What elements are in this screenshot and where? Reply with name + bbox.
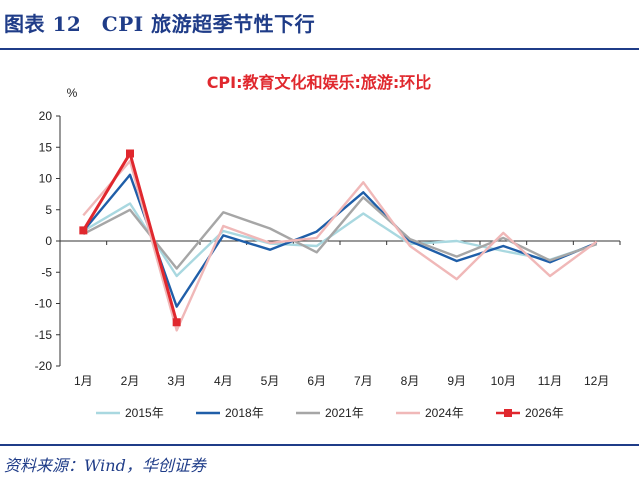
legend-label: 2026年 — [525, 406, 564, 420]
line-chart: CPI:教育文化和娱乐:旅游:环比 % 20 15 10 5 0 -5 -10 -15 -20 1… — [35, 73, 621, 420]
legend-label: 2015年 — [125, 406, 164, 420]
header-rule — [0, 48, 639, 50]
legend-label: 2021年 — [325, 406, 364, 420]
series-2026年 — [79, 149, 181, 327]
series-line — [82, 159, 598, 332]
legend-item: 2021年 — [296, 406, 364, 420]
x-tick-label: 9月 — [447, 374, 466, 388]
y-axis-unit: % — [67, 86, 78, 100]
data-point-marker — [172, 318, 181, 327]
x-tick-label: 10月 — [491, 374, 516, 388]
legend-label: 2018年 — [225, 406, 264, 420]
footer-rule — [0, 444, 639, 446]
y-tick-label: -10 — [35, 297, 53, 311]
y-tick-label: -15 — [35, 328, 53, 342]
x-tick-label: 7月 — [354, 374, 373, 388]
y-tick-label: 5 — [45, 203, 52, 217]
legend-item: 2026年 — [496, 406, 564, 420]
chart-title: CPI:教育文化和娱乐:旅游:环比 — [207, 73, 432, 92]
legend-label: 2024年 — [425, 406, 464, 420]
legend-item: 2015年 — [96, 406, 164, 420]
legend-item: 2018年 — [196, 406, 264, 420]
x-tick-label: 4月 — [214, 374, 233, 388]
x-tick-label: 11月 — [538, 374, 562, 388]
x-tick-label: 1月 — [74, 374, 93, 388]
y-tick-label: -20 — [35, 359, 53, 373]
y-tick-label: -5 — [41, 265, 52, 279]
x-tick-label: 12月 — [584, 374, 609, 388]
series-line — [82, 152, 179, 323]
figure-header: 图表 12 CPI 旅游超季节性下行 — [0, 0, 639, 50]
figure-title: 图表 12 CPI 旅游超季节性下行 — [4, 12, 316, 36]
y-tick-label: 15 — [39, 140, 53, 154]
series-2015年 — [82, 202, 598, 278]
legend-item: 2024年 — [396, 406, 464, 420]
legend-marker — [504, 409, 512, 417]
series-2024年 — [82, 159, 598, 332]
data-point-marker — [79, 226, 88, 235]
y-tick-label: 20 — [39, 109, 53, 123]
x-tick-label: 2月 — [121, 374, 140, 388]
series-layer — [79, 149, 598, 332]
y-tick-label: 10 — [39, 172, 53, 186]
series-line — [82, 202, 598, 278]
data-point-marker — [126, 149, 134, 158]
x-tick-label: 5月 — [261, 374, 280, 388]
x-tick-label: 8月 — [401, 374, 420, 388]
axes: 20 15 10 5 0 -5 -10 -15 -20 1月 2月 3月 4月 5月 6月 7月 8月 9月 10月… — [35, 109, 621, 388]
x-tick-label: 3月 — [167, 374, 186, 388]
figure-source: 资料来源：Wind，华创证券 — [4, 456, 206, 475]
legend: 2015年 2018年 2021年 2024年 2026年 — [96, 406, 564, 420]
x-tick-label: 6月 — [307, 374, 326, 388]
y-tick-label: 0 — [45, 234, 52, 248]
